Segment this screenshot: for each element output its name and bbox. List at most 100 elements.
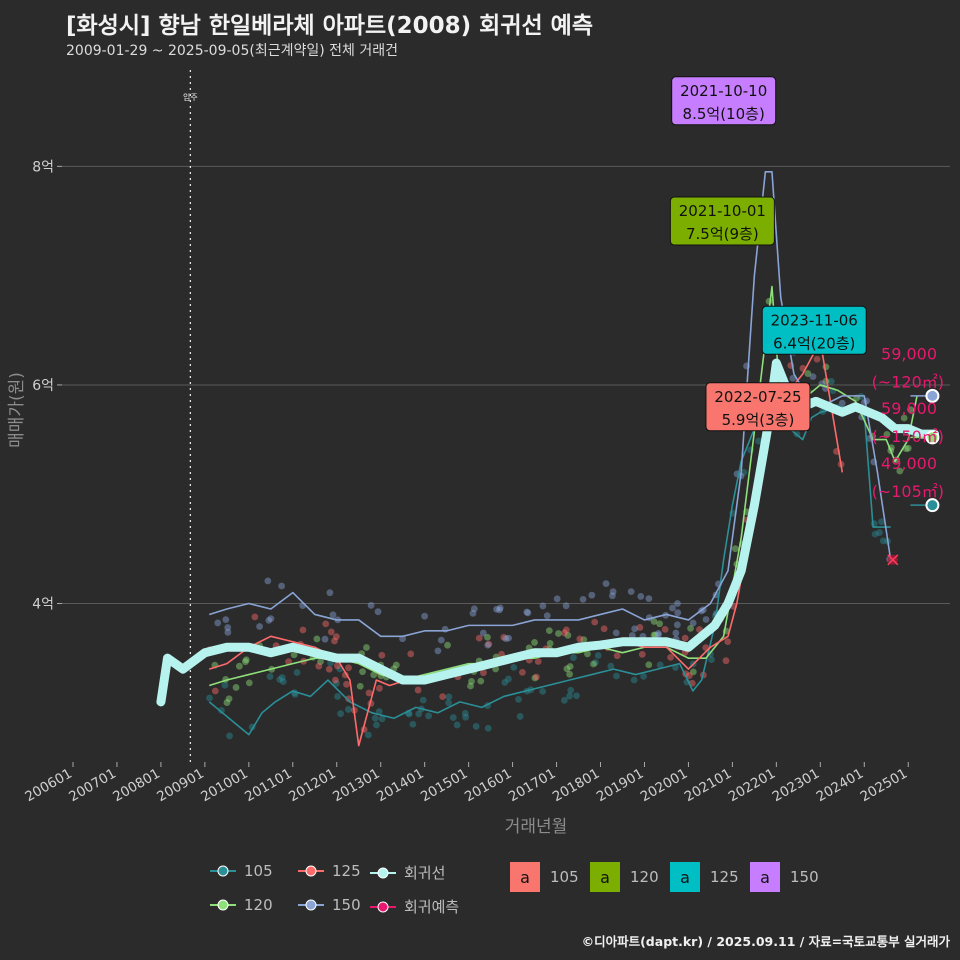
- transaction-dot-105: [445, 693, 453, 701]
- forecast-price-label: 59,000: [881, 344, 937, 363]
- transaction-dot-105: [276, 676, 284, 683]
- transaction-dot-120: [584, 650, 591, 658]
- transaction-dot-150: [434, 647, 442, 655]
- legend-label-120: 120: [244, 896, 273, 914]
- transaction-dot-150: [496, 604, 504, 612]
- transaction-dot-105: [472, 722, 480, 730]
- transaction-dot-150: [321, 635, 329, 643]
- legend-item-105[interactable]: 105: [210, 862, 273, 880]
- legend-swatch-120: [210, 899, 236, 911]
- transaction-dot-125: [485, 640, 493, 648]
- legend-box-label-150: 150: [790, 868, 819, 886]
- transaction-dot-105: [221, 681, 229, 689]
- annotation-price-120: 7.5억(9층): [686, 225, 759, 243]
- forecast-point: [925, 388, 940, 403]
- legend-box-120[interactable]: a 120: [590, 862, 659, 892]
- x-tick-label: 201601: [462, 766, 515, 806]
- transaction-dot-105: [740, 469, 748, 476]
- transaction-dot-125: [475, 634, 483, 642]
- transaction-dot-120: [580, 636, 588, 644]
- forecast-point: [925, 498, 940, 513]
- transaction-dot-150: [609, 592, 616, 600]
- transaction-dot-150: [437, 636, 445, 644]
- transaction-dot-120: [765, 297, 773, 305]
- transaction-dot-150: [214, 619, 222, 627]
- transaction-dot-125: [562, 626, 570, 634]
- transaction-dot-105: [510, 663, 518, 671]
- transaction-dot-105: [656, 661, 664, 669]
- transaction-dot-105: [333, 680, 340, 687]
- transaction-dot-105: [613, 672, 620, 680]
- transaction-dot-150: [637, 593, 645, 600]
- transaction-dot-105: [484, 724, 492, 732]
- legend-item-regression[interactable]: 회귀선: [370, 862, 445, 883]
- transaction-dot-105: [266, 673, 274, 680]
- transaction-dot-105: [566, 692, 573, 700]
- transaction-dot-105: [461, 709, 469, 717]
- transaction-dot-105: [567, 686, 575, 694]
- legend-box-105[interactable]: a 105: [510, 862, 579, 892]
- legend-box-125[interactable]: a 125: [670, 862, 739, 892]
- transaction-dot-150: [502, 635, 510, 643]
- transaction-dot-150: [222, 616, 230, 624]
- legend-item-120[interactable]: 120: [210, 896, 273, 914]
- legend-item-125[interactable]: 125: [298, 862, 361, 880]
- transaction-dot-125: [331, 637, 338, 645]
- transaction-dot-150: [543, 612, 551, 620]
- transaction-dot-105: [364, 731, 372, 739]
- transaction-dot-120: [223, 699, 231, 706]
- transaction-dot-150: [809, 373, 817, 380]
- transaction-dot-150: [689, 619, 697, 627]
- transaction-dot-125: [378, 651, 386, 659]
- highlight-cross: [887, 554, 899, 566]
- transaction-dot-150: [484, 641, 492, 649]
- move-in-label: 입주: [183, 93, 198, 102]
- transaction-dot-105: [515, 695, 522, 703]
- transaction-dot-125: [722, 657, 730, 665]
- legend-box-150[interactable]: a 150: [750, 862, 819, 892]
- y-tick-label: 8억: [32, 159, 54, 175]
- legend-swatch-regression: [370, 867, 396, 878]
- transaction-dot-150: [367, 601, 375, 609]
- transaction-dot-120: [370, 671, 378, 679]
- transaction-dot-105: [879, 537, 887, 545]
- transaction-dot-105: [453, 721, 461, 729]
- transaction-dot-125: [480, 669, 487, 677]
- legend-label-150: 150: [332, 896, 361, 914]
- transaction-dot-150: [673, 621, 681, 629]
- transaction-dot-150: [702, 616, 710, 623]
- legend-item-150[interactable]: 150: [298, 896, 361, 914]
- transaction-dot-125: [500, 633, 508, 641]
- transaction-dot-105: [516, 713, 524, 720]
- transaction-dot-105: [539, 687, 547, 695]
- legend-item-forecast[interactable]: 회귀예측: [370, 896, 459, 917]
- transaction-dot-120: [546, 640, 554, 647]
- legend-dot-125: [305, 865, 317, 877]
- transaction-dot-125: [332, 676, 339, 684]
- transaction-dot-150: [579, 595, 587, 603]
- transaction-dot-125: [315, 662, 323, 670]
- transaction-dot-125: [299, 626, 307, 634]
- transaction-dot-105: [449, 714, 457, 721]
- x-tick-label: 202301: [770, 766, 823, 806]
- transaction-dot-120: [290, 651, 298, 659]
- transaction-dot-125: [251, 613, 259, 621]
- transaction-dot-105: [755, 437, 762, 445]
- transaction-dot-120: [590, 660, 597, 668]
- transaction-dot-150: [672, 629, 680, 637]
- transaction-dot-125: [345, 695, 353, 703]
- annotation-box-150: [671, 76, 777, 126]
- transaction-dot-150: [493, 605, 500, 613]
- transaction-dot-125: [365, 689, 373, 697]
- x-tick-label: 202201: [726, 766, 779, 806]
- legend-swatch-150: [298, 899, 324, 911]
- transaction-dot-105: [415, 710, 423, 718]
- transaction-dot-120: [650, 631, 658, 639]
- transaction-dot-150: [524, 609, 532, 617]
- transaction-dot-105: [827, 378, 835, 385]
- transaction-dot-120: [645, 661, 653, 669]
- x-tick-label: 200901: [154, 766, 207, 806]
- transaction-dot-150: [224, 624, 232, 631]
- transaction-dot-105: [878, 518, 885, 526]
